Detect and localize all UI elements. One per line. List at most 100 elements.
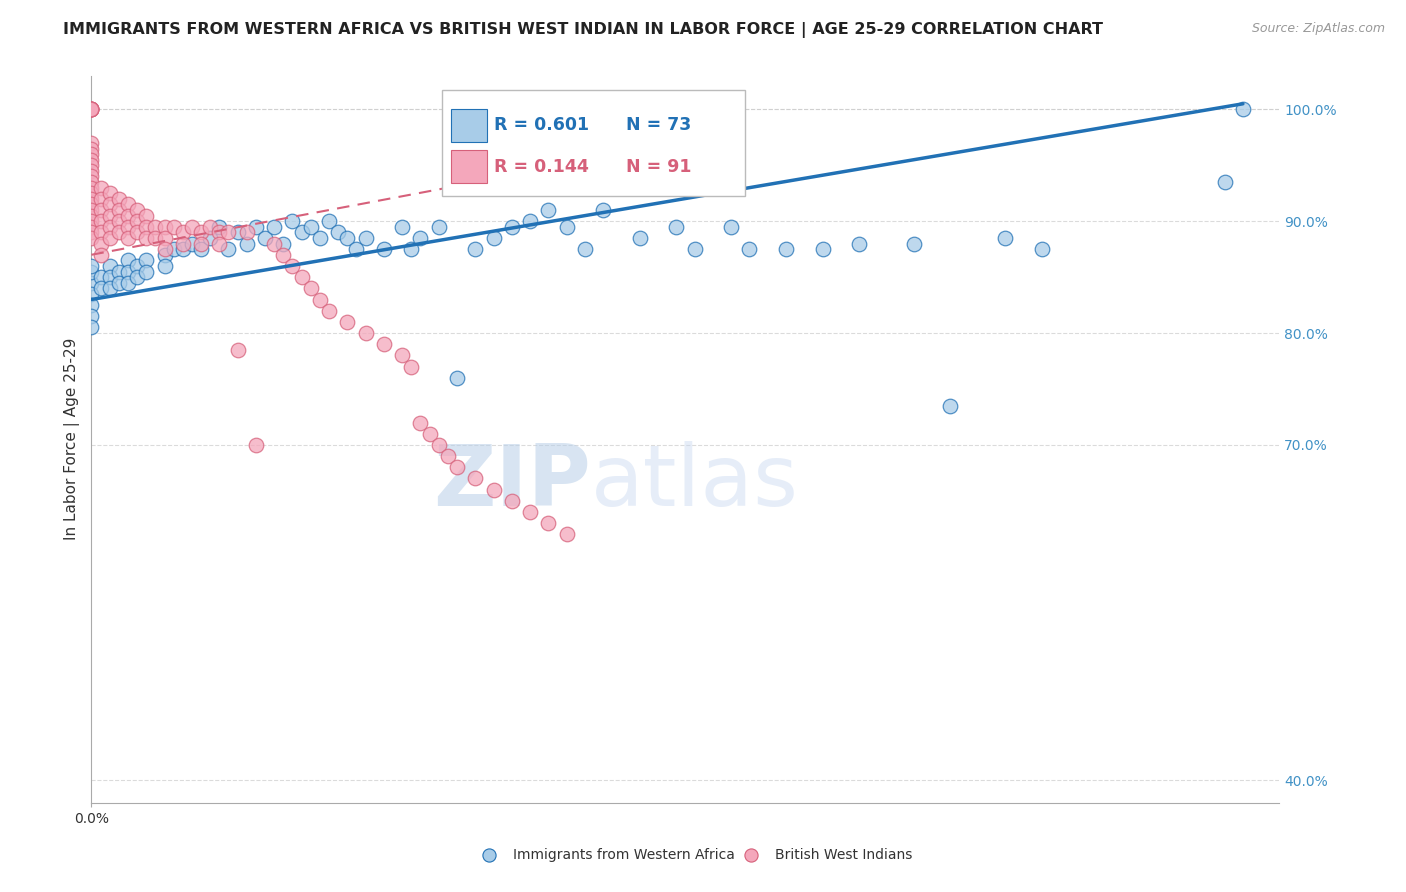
Point (80, 192, 103, 206)
Point (80, 298, 103, 312)
Point (80, 259, 103, 273)
Point (80, 186, 103, 201)
Point (427, 219, 450, 234)
Point (80, 287, 103, 301)
Point (235, 226, 259, 240)
Point (135, 264, 157, 278)
Point (172, 242, 194, 256)
Point (738, 242, 761, 256)
Point (80, 158, 103, 172)
Point (153, 259, 176, 273)
Point (399, 242, 422, 256)
Point (107, 276, 129, 290)
Point (80, 103, 103, 117)
FancyBboxPatch shape (451, 151, 486, 183)
Point (281, 214, 304, 228)
Point (80, 164, 103, 178)
Point (180, 219, 202, 234)
Point (117, 276, 139, 290)
Point (80, 147, 103, 161)
Point (226, 343, 249, 357)
Point (208, 219, 231, 234)
Point (117, 264, 139, 278)
Point (344, 242, 367, 256)
Point (1232, 103, 1254, 117)
Text: British West Indians: British West Indians (775, 848, 912, 863)
Point (80, 226, 103, 240)
Text: N = 73: N = 73 (626, 116, 692, 135)
Text: ZIP: ZIP (433, 442, 591, 524)
Point (190, 236, 212, 251)
Point (683, 242, 706, 256)
Point (318, 214, 340, 228)
Point (308, 231, 332, 245)
Point (409, 416, 432, 430)
Point (501, 493, 523, 508)
Point (90, 236, 111, 251)
Point (145, 231, 166, 245)
Point (80, 153, 103, 167)
Point (519, 505, 541, 519)
Point (135, 209, 157, 223)
Text: R = 0.144: R = 0.144 (494, 158, 589, 176)
Point (537, 202, 560, 217)
Point (245, 438, 267, 452)
Point (775, 242, 797, 256)
Point (628, 231, 651, 245)
Point (903, 236, 925, 251)
Point (80, 136, 103, 150)
Point (172, 226, 194, 240)
Point (80, 180, 103, 194)
Point (98, 259, 121, 273)
Point (80, 209, 103, 223)
Point (90, 270, 111, 285)
Point (80, 103, 103, 117)
Point (994, 231, 1017, 245)
Point (373, 242, 395, 256)
Point (80, 202, 103, 217)
Point (271, 248, 295, 262)
Point (80, 310, 103, 324)
Point (80, 219, 103, 234)
Point (409, 231, 432, 245)
Point (80, 264, 103, 278)
Point (90, 214, 111, 228)
Point (299, 219, 322, 234)
Point (190, 226, 212, 240)
Point (391, 219, 413, 234)
Point (117, 231, 139, 245)
Point (226, 226, 249, 240)
Point (208, 236, 231, 251)
Point (80, 320, 103, 334)
Point (107, 202, 129, 217)
Point (80, 175, 103, 189)
Point (354, 231, 377, 245)
Point (1031, 242, 1053, 256)
Point (117, 209, 139, 223)
Point (217, 242, 239, 256)
Point (135, 231, 157, 245)
Point (336, 315, 359, 329)
Point (180, 236, 202, 251)
Point (153, 231, 176, 245)
Point (418, 426, 440, 441)
Point (80, 197, 103, 211)
Point (217, 226, 239, 240)
Point (127, 270, 148, 285)
Point (80, 103, 103, 117)
Text: IMMIGRANTS FROM WESTERN AFRICA VS BRITISH WEST INDIAN IN LABOR FORCE | AGE 25-29: IMMIGRANTS FROM WESTERN AFRICA VS BRITIS… (63, 22, 1104, 38)
Point (172, 236, 194, 251)
Point (354, 326, 377, 340)
Point (436, 449, 458, 463)
Point (446, 371, 468, 385)
Point (555, 219, 578, 234)
Text: N = 91: N = 91 (626, 158, 692, 176)
Point (80, 103, 103, 117)
Point (235, 236, 259, 251)
Point (162, 242, 184, 256)
Point (145, 219, 166, 234)
Point (373, 337, 395, 351)
Point (80, 214, 103, 228)
Point (482, 483, 505, 497)
Point (107, 264, 129, 278)
